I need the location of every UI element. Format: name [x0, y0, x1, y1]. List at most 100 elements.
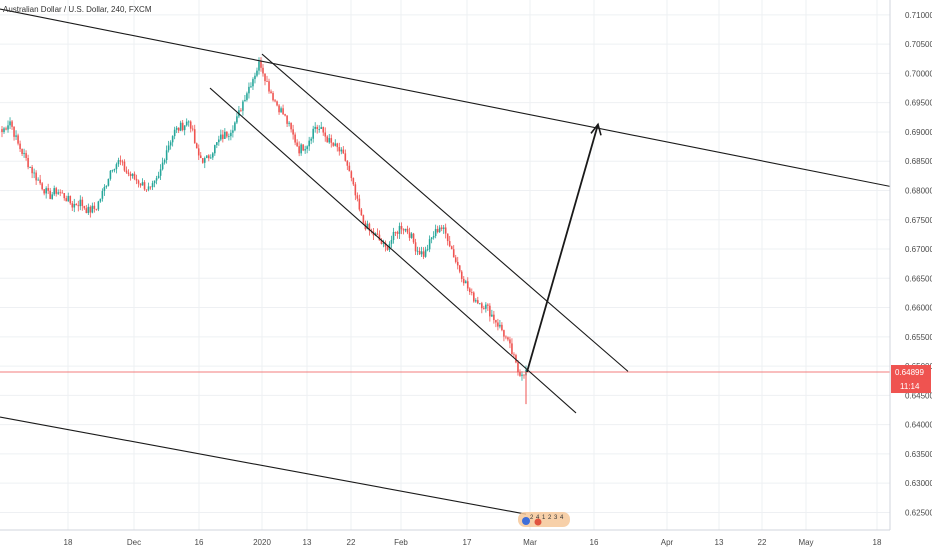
last-price-label: 0.64899	[895, 368, 924, 377]
candle-body	[228, 136, 230, 137]
candle-body	[272, 93, 274, 101]
candle-body	[195, 143, 198, 149]
candle-body	[7, 125, 9, 130]
candle-body	[513, 354, 515, 356]
candle-body	[187, 121, 190, 123]
candle-body	[340, 149, 343, 152]
candle-body	[428, 239, 431, 250]
x-tick-label: 16	[590, 538, 599, 547]
x-tick-label: Dec	[127, 538, 141, 547]
candle-body	[507, 337, 509, 340]
candle-body	[193, 129, 196, 144]
candle-body	[173, 129, 176, 137]
candle-body	[519, 372, 521, 376]
candle-body	[356, 195, 359, 199]
candle-body	[95, 208, 98, 210]
candle-body	[354, 184, 357, 196]
candle-body	[139, 183, 142, 186]
candle-body	[129, 173, 132, 177]
candle-body	[398, 225, 401, 234]
candle-body	[292, 129, 294, 135]
candle-body	[386, 246, 389, 250]
candle-body	[119, 160, 122, 162]
event-marker: 2	[548, 515, 552, 521]
candle-body	[336, 143, 339, 148]
candle-body	[157, 175, 160, 179]
candle-body	[487, 304, 489, 306]
candle-body	[9, 121, 11, 126]
event-marker-cluster	[518, 512, 570, 527]
candle-body	[260, 61, 262, 68]
candle-body	[448, 241, 451, 247]
candle-body	[282, 108, 284, 115]
candle-body	[49, 190, 51, 199]
candle-body	[103, 186, 106, 191]
candle-body	[509, 339, 511, 344]
candle-body	[169, 142, 172, 146]
candle-body	[270, 91, 272, 94]
candle-body	[298, 146, 300, 154]
candle-body	[121, 161, 124, 163]
candle-body	[181, 122, 184, 131]
event-flag-icon	[522, 517, 530, 525]
candle-body	[165, 150, 168, 161]
candle-body	[205, 155, 208, 159]
event-marker: 1	[542, 515, 546, 521]
candle-body	[47, 188, 49, 191]
candle-body	[35, 172, 37, 181]
candle-body	[61, 192, 64, 194]
candle-body	[481, 303, 483, 309]
candle-body	[499, 324, 501, 327]
candle-body	[390, 239, 393, 244]
candle-body	[67, 195, 70, 202]
channel-upper-line	[261, 53, 629, 372]
candle-body	[242, 101, 244, 111]
candle-body	[43, 189, 45, 194]
y-tick-label: 0.66000	[905, 304, 932, 313]
event-marker: 2	[530, 515, 534, 521]
x-tick-label: 13	[715, 538, 724, 547]
candle-body	[350, 171, 353, 179]
candle-body	[468, 288, 471, 293]
candle-body	[97, 201, 100, 210]
candle-body	[59, 192, 62, 194]
candle-body	[326, 136, 329, 143]
candle-body	[456, 261, 459, 266]
candle-body	[133, 173, 136, 179]
candle-body	[123, 161, 126, 171]
candle-body	[316, 126, 319, 130]
candle-body	[324, 132, 327, 137]
y-tick-label: 0.64000	[905, 421, 932, 430]
candle-body	[338, 147, 341, 152]
candle-body	[515, 355, 517, 363]
countdown-label: 11:14	[900, 382, 920, 391]
candle-body	[300, 144, 302, 154]
x-tick-label: 22	[758, 538, 767, 547]
candle-body	[222, 134, 224, 139]
grid	[0, 0, 890, 530]
candle-body	[304, 149, 306, 151]
candle-body	[91, 205, 94, 213]
candle-body	[17, 135, 19, 144]
candle-body	[199, 155, 202, 159]
candle-body	[111, 170, 114, 172]
candle-body	[517, 362, 519, 373]
candle-body	[442, 227, 445, 229]
candle-body	[414, 242, 417, 252]
candle-body	[420, 251, 423, 255]
candle-body	[37, 179, 39, 181]
candle-body	[240, 110, 242, 112]
last-price-label-bg	[891, 365, 931, 380]
candle-body	[296, 142, 298, 147]
x-tick-label: Feb	[394, 538, 408, 547]
x-tick-label: 22	[347, 538, 356, 547]
candle-body	[55, 188, 58, 194]
candle-body	[248, 86, 250, 94]
candle-body	[332, 142, 335, 146]
candle-body	[171, 136, 174, 143]
candle-body	[105, 185, 108, 187]
